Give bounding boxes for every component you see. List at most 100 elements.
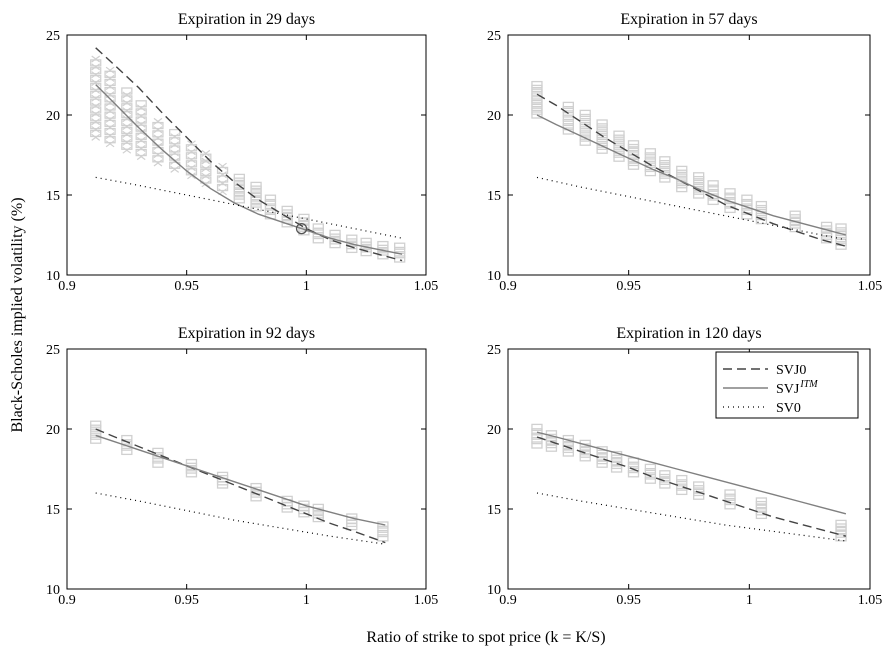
observed-marker: [216, 175, 229, 183]
observed-marker: [169, 145, 181, 153]
observed-marker: [104, 103, 116, 111]
observed-marker: [531, 111, 543, 119]
observed-marker: [104, 95, 116, 103]
observed-marker: [90, 98, 102, 106]
observed-marker: [233, 192, 245, 200]
observed-marker: [104, 70, 116, 78]
observed-marker: [596, 127, 608, 135]
observed-marker: [693, 492, 705, 500]
observed-marker: [707, 197, 719, 206]
observed-marker: [707, 184, 719, 192]
observed-marker: [346, 234, 358, 242]
observed-marker: [185, 152, 198, 160]
observed-marker: [741, 207, 753, 216]
observed-marker: [360, 248, 372, 257]
observed-marker: [644, 152, 657, 160]
observed-marker: [531, 92, 543, 100]
observed-marker: [264, 194, 277, 202]
x-tick-label: 0.9: [499, 279, 517, 294]
x-tick-label: 0.95: [616, 279, 641, 294]
observed-marker: [122, 138, 132, 146]
observed-marker: [135, 100, 147, 108]
observed-marker: [121, 111, 133, 119]
observed-marker: [104, 86, 116, 95]
observed-marker: [187, 156, 196, 164]
observed-marker: [135, 124, 147, 132]
observed-marker: [644, 476, 657, 484]
observed-marker: [105, 107, 115, 115]
x-axis-label: Ratio of strike to spot price (k = K/S): [366, 629, 605, 646]
observed-marker: [835, 234, 847, 243]
observed-marker: [531, 423, 543, 432]
legend: SVJ0 SVJITM SV0: [715, 351, 859, 419]
x-tick-label: 1.05: [414, 593, 439, 608]
observed-marker: [312, 236, 324, 244]
x-tick-label: 1.05: [858, 593, 883, 608]
observed-marker: [724, 493, 736, 501]
observed-marker: [627, 147, 640, 155]
observed-marker: [121, 142, 133, 150]
observed-marker: [659, 159, 671, 168]
observed-marker: [218, 179, 227, 187]
y-tick-label: 20: [487, 109, 501, 124]
observed-marker: [531, 80, 543, 89]
x-tick-label: 1: [303, 279, 310, 294]
observed-marker: [394, 242, 406, 250]
observed-marker: [250, 192, 262, 201]
observed-marker: [724, 192, 736, 200]
observed-marker: [562, 127, 574, 135]
y-tick-label: 10: [487, 269, 501, 284]
observed-marker: [394, 255, 406, 263]
y-tick-label: 10: [46, 583, 60, 598]
observed-marker: [693, 485, 705, 493]
observed-marker: [627, 151, 640, 159]
y-tick-label: 20: [487, 423, 501, 438]
observed-marker: [90, 59, 102, 67]
series-line-svj-itm: [95, 434, 386, 526]
observed-marker: [298, 500, 310, 508]
observed-marker: [90, 420, 102, 428]
observed-marker: [218, 171, 227, 179]
series-line-svj0: [95, 428, 386, 544]
observed-marker: [394, 251, 406, 259]
observed-marker: [693, 481, 705, 489]
observed-marker: [676, 483, 688, 491]
y-tick-label: 10: [46, 269, 60, 284]
observed-marker: [644, 468, 657, 476]
observed-marker: [659, 175, 671, 183]
plot-frame: [507, 348, 871, 590]
observed-marker: [562, 118, 574, 127]
series-line-sv0: [95, 176, 403, 239]
observed-marker: [250, 189, 262, 197]
observed-marker: [233, 188, 245, 196]
observed-marker: [90, 74, 102, 83]
observed-marker: [596, 123, 608, 131]
observed-marker: [170, 149, 180, 157]
observed-marker: [835, 242, 847, 250]
observed-marker: [153, 159, 163, 167]
observed-marker: [185, 458, 198, 467]
observed-marker: [835, 223, 847, 231]
observed-marker: [724, 205, 736, 214]
observed-marker: [121, 103, 133, 111]
observed-marker: [531, 432, 543, 440]
observed-marker: [250, 490, 262, 498]
observed-marker: [250, 185, 262, 193]
observed-marker: [531, 99, 543, 108]
series-line-svj0: [536, 436, 847, 537]
x-tick-label: 0.9: [58, 593, 76, 608]
observed-marker: [187, 172, 196, 180]
y-tick-label: 10: [487, 583, 501, 598]
observed-marker: [312, 514, 324, 523]
observed-marker: [820, 221, 833, 230]
observed-marker: [329, 229, 341, 238]
observed-marker: [596, 131, 608, 139]
observed-marker: [281, 495, 293, 504]
observed-marker: [122, 146, 132, 154]
observed-marker: [531, 96, 543, 104]
legend-label-sv0: SV0: [776, 401, 801, 416]
observed-marker: [644, 156, 657, 164]
observed-marker: [121, 118, 133, 127]
observed-marker: [152, 155, 164, 163]
observed-marker: [104, 78, 116, 87]
